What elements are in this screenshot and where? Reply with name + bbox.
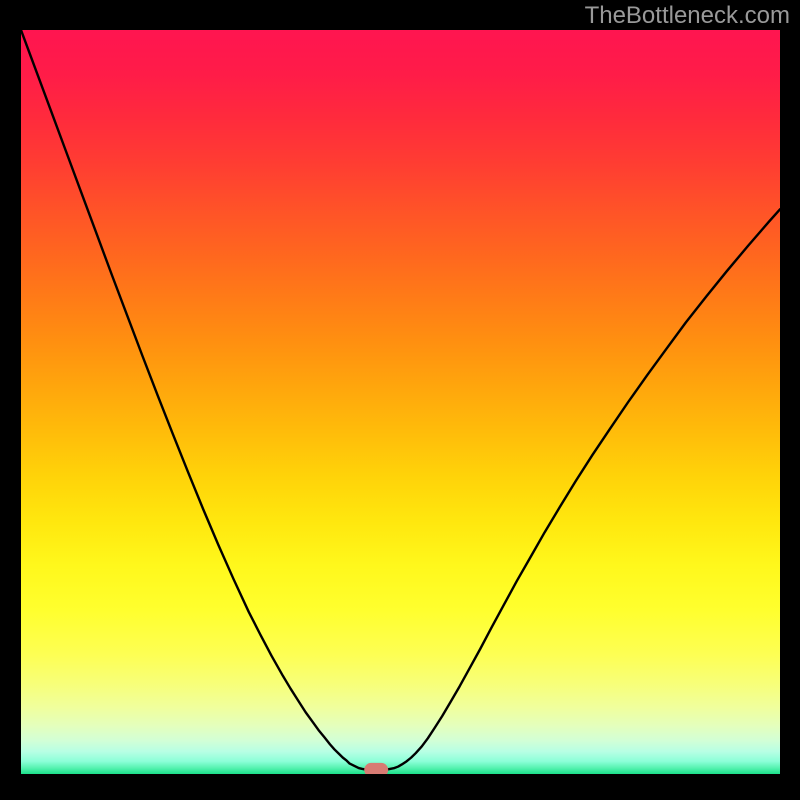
chart-canvas bbox=[21, 30, 780, 774]
chart-background bbox=[21, 30, 780, 774]
chart-svg bbox=[21, 30, 780, 774]
optimal-point-marker bbox=[364, 763, 388, 774]
watermark-text: TheBottleneck.com bbox=[585, 2, 790, 30]
chart-frame: TheBottleneck.com bbox=[0, 0, 800, 800]
